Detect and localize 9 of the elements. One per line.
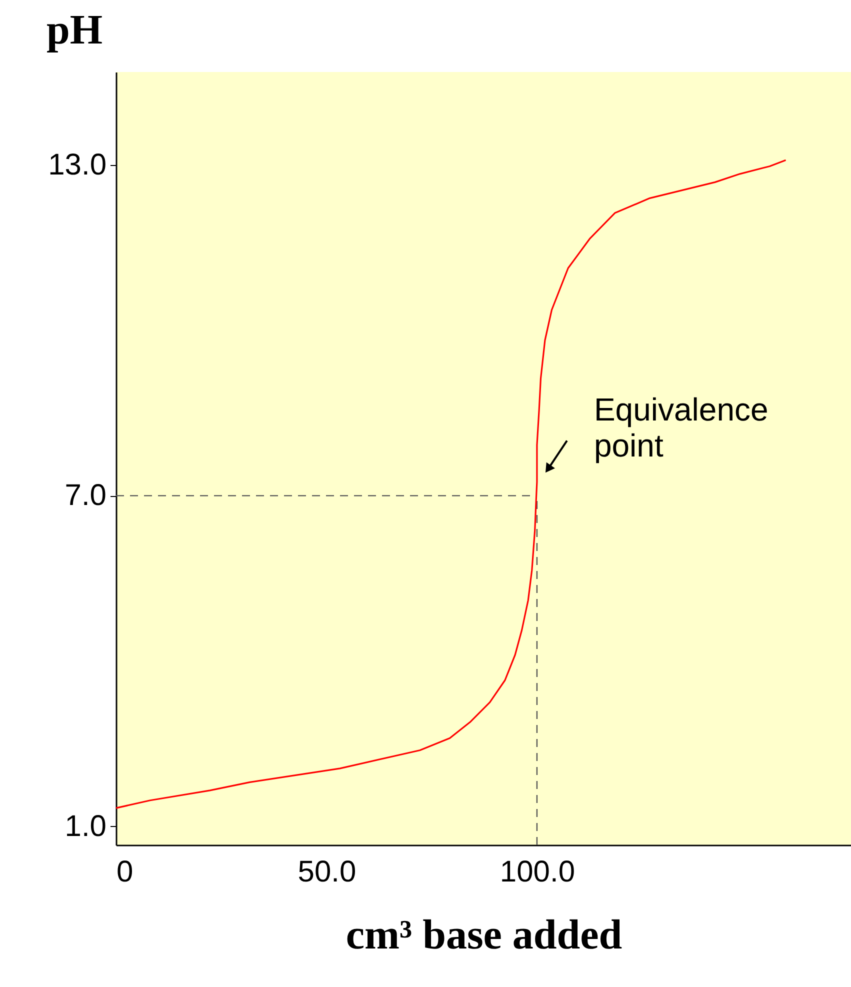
y-tick-label: 1.0 <box>64 810 106 843</box>
y-tick-label: 13.0 <box>48 148 106 182</box>
y-tick-label: 7.0 <box>64 479 106 512</box>
x-tick-label: 50.0 <box>298 856 356 888</box>
annotation: Equivalence point <box>594 392 768 464</box>
x-axis-title: cm³ base added <box>346 912 622 958</box>
y-axis-title: pH <box>46 8 103 54</box>
x-tick-label: 0 <box>116 856 134 888</box>
x-tick-label: 100.0 <box>500 856 575 888</box>
